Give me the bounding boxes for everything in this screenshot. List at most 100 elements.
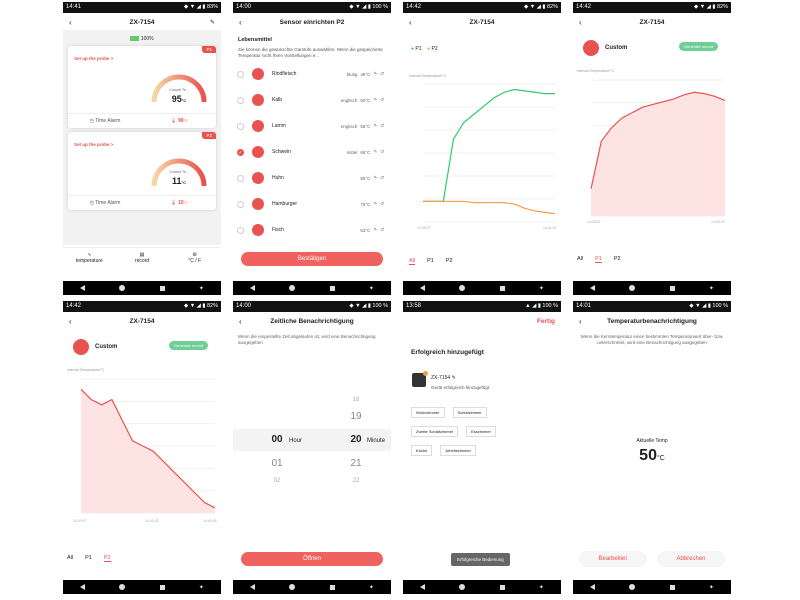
done-button[interactable]: Fertig: [536, 318, 555, 325]
reset-icon[interactable]: ↺: [380, 97, 384, 102]
tab-p2[interactable]: P2: [103, 555, 111, 562]
edit-icon[interactable]: ✎: [373, 175, 378, 180]
recents-icon[interactable]: [329, 584, 335, 590]
edit-icon[interactable]: ✎: [373, 201, 378, 206]
check-icon[interactable]: ✓: [237, 148, 244, 156]
edit-icon[interactable]: ✎: [373, 149, 378, 154]
accessibility-icon[interactable]: ✦: [538, 285, 544, 292]
minute-option[interactable]: 21: [350, 458, 362, 469]
back-icon[interactable]: ‹: [579, 18, 582, 27]
hour-option[interactable]: 01: [271, 458, 283, 469]
probe-card-p2[interactable]: P2 Set up the probe > Current Te... 11°C…: [68, 132, 216, 210]
back-icon[interactable]: ‹: [409, 18, 412, 27]
home-icon[interactable]: [629, 285, 636, 291]
radio-button[interactable]: [237, 226, 244, 234]
tab-p2[interactable]: P2: [613, 256, 621, 262]
nav-temperature[interactable]: ∿ temperature: [63, 248, 116, 279]
back-icon[interactable]: [590, 285, 596, 291]
accessibility-icon[interactable]: ✦: [368, 285, 374, 292]
radio-button[interactable]: [237, 122, 244, 130]
reset-icon[interactable]: ↺: [380, 175, 384, 180]
time-alarm[interactable]: ◷ Time Alarm: [89, 200, 121, 206]
food-item[interactable]: Fisch 63°C ✎ ↺: [237, 221, 387, 239]
home-icon[interactable]: [289, 584, 296, 590]
room-option[interactable]: Esszimmer: [466, 426, 496, 437]
back-icon[interactable]: [250, 285, 256, 291]
room-option[interactable]: Wohnzimmer: [411, 407, 445, 418]
confirm-button[interactable]: Bestätigen: [241, 252, 383, 266]
reset-icon[interactable]: ↺: [380, 227, 384, 232]
back-icon[interactable]: ‹: [579, 317, 582, 326]
home-icon[interactable]: [119, 285, 126, 291]
tab-p1[interactable]: P1: [427, 258, 434, 264]
tab-p1[interactable]: P1: [85, 555, 92, 561]
accessibility-icon[interactable]: ✦: [368, 584, 374, 591]
reset-icon[interactable]: ↺: [380, 201, 384, 206]
edit-icon[interactable]: ✎: [373, 97, 378, 102]
reset-icon[interactable]: ↺: [380, 71, 384, 76]
back-icon[interactable]: [420, 285, 426, 291]
back-icon[interactable]: ‹: [69, 317, 72, 326]
open-button[interactable]: Öffnen: [241, 552, 383, 566]
setup-probe-link[interactable]: Set up the probe >: [74, 142, 114, 147]
recents-icon[interactable]: [159, 285, 165, 291]
generate-record-button[interactable]: Generate record: [169, 341, 209, 350]
edit-icon[interactable]: ✎: [373, 227, 378, 232]
room-option[interactable]: Küche: [411, 445, 433, 456]
tab-all[interactable]: All: [409, 258, 416, 265]
tab-all[interactable]: All: [67, 555, 74, 561]
food-item[interactable]: Kalb englisch 60°C ✎ ↺: [237, 91, 387, 109]
recents-icon[interactable]: [499, 584, 505, 590]
accessibility-icon[interactable]: ✦: [198, 285, 204, 292]
home-icon[interactable]: [459, 584, 466, 590]
recents-icon[interactable]: [669, 584, 675, 590]
nav-unit[interactable]: ⚙ °C / F: [168, 248, 221, 279]
minute-selected[interactable]: 20: [350, 434, 362, 445]
generate-record-button[interactable]: Generate record: [679, 42, 719, 51]
back-icon[interactable]: [420, 584, 426, 590]
recents-icon[interactable]: [329, 285, 335, 291]
back-icon[interactable]: [80, 584, 86, 590]
radio-button[interactable]: [237, 70, 244, 78]
food-item[interactable]: Lamm englisch 58°C ✎ ↺: [237, 117, 387, 135]
home-icon[interactable]: [459, 285, 466, 291]
tab-all[interactable]: All: [577, 256, 584, 262]
target-temp[interactable]: 🌡 10°C: [170, 200, 188, 206]
accessibility-icon[interactable]: ✦: [198, 584, 204, 591]
time-alarm[interactable]: ◷ Time Alarm: [89, 118, 121, 124]
accessibility-icon[interactable]: ✦: [708, 285, 714, 292]
hour-selected[interactable]: 00: [271, 434, 283, 445]
radio-button[interactable]: [237, 200, 244, 208]
recents-icon[interactable]: [499, 285, 505, 291]
cancel-button[interactable]: Abbrechen: [657, 551, 725, 567]
recents-icon[interactable]: [159, 584, 165, 590]
tab-p1[interactable]: P1: [595, 256, 602, 263]
minute-option[interactable]: 18: [352, 397, 360, 403]
tab-p2[interactable]: P2: [445, 258, 453, 264]
recents-icon[interactable]: [669, 285, 675, 291]
radio-button[interactable]: [237, 96, 244, 104]
accessibility-icon[interactable]: ✦: [708, 584, 714, 591]
edit-icon[interactable]: ✎: [209, 20, 215, 26]
nav-record[interactable]: ▤ record: [116, 248, 169, 279]
food-item[interactable]: Huhn 85°C ✎ ↺: [237, 169, 387, 187]
reset-icon[interactable]: ↺: [380, 149, 384, 154]
edit-icon[interactable]: ✎: [451, 375, 456, 381]
minute-option[interactable]: 19: [350, 411, 362, 422]
room-option[interactable]: Zweite Schlafzimmer: [411, 426, 459, 437]
food-item[interactable]: Hamburger 75°C ✎ ↺: [237, 195, 387, 213]
home-icon[interactable]: [289, 285, 296, 291]
food-item[interactable]: Rindfleisch blutig 49°C ✎ ↺: [237, 65, 387, 83]
minute-option[interactable]: 22: [352, 478, 360, 484]
back-icon[interactable]: ‹: [69, 18, 72, 27]
target-temp[interactable]: 🌡 90°C: [170, 118, 188, 124]
back-icon[interactable]: [80, 285, 86, 291]
home-icon[interactable]: [629, 584, 636, 590]
setup-probe-link[interactable]: Set up the probe >: [74, 56, 114, 61]
home-icon[interactable]: [119, 584, 126, 590]
edit-button[interactable]: Bearbeiten: [579, 551, 647, 567]
probe-card-p1[interactable]: P1 Set up the probe > Current Te... 95°C…: [68, 46, 216, 128]
food-item[interactable]: ✓ Schwein mittel 65°C ✎ ↺: [237, 143, 387, 161]
edit-icon[interactable]: ✎: [373, 123, 378, 128]
reset-icon[interactable]: ↺: [380, 123, 384, 128]
